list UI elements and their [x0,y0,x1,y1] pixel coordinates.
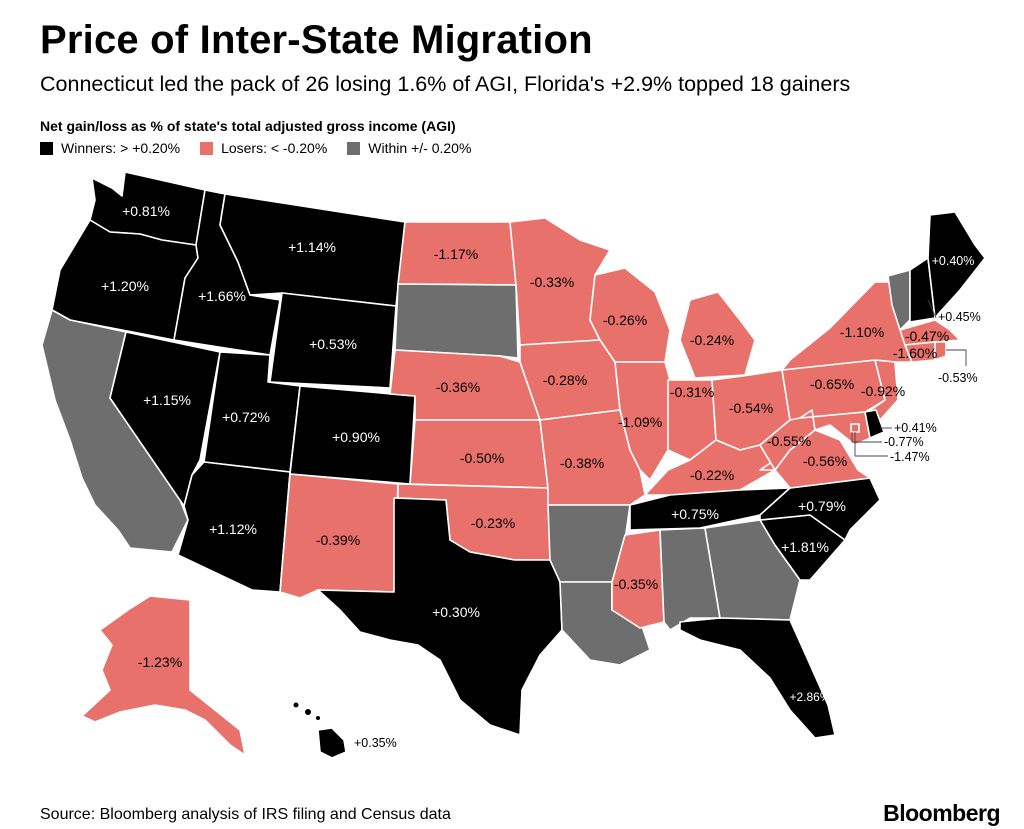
label-ut: +0.72% [222,409,270,425]
label-md: -0.77% [884,435,924,449]
label-ks: -0.50% [460,450,504,466]
legend-item-losers: Losers: < -0.20% [200,140,327,156]
label-de: +0.41% [894,421,937,435]
state-il [614,361,671,481]
label-az: +1.12% [209,521,257,537]
state-mi [679,291,756,379]
label-sc: +1.81% [781,539,829,555]
label-nm: -0.39% [316,532,360,548]
label-in: -0.31% [670,384,714,400]
state-vt [887,269,911,331]
legend-title: Net gain/loss as % of state's total adju… [40,118,456,134]
label-tx: +0.30% [432,604,480,620]
state-nc [759,477,881,541]
label-fl: +2.86% [789,690,830,704]
label-ne: -0.36% [436,379,480,395]
state-fl [679,617,836,739]
label-ny: -1.10% [840,324,884,340]
label-nh: +0.45% [938,310,981,324]
hawaii-island [316,716,320,720]
hawaii-island [305,709,311,715]
legend-label-neutral: Within +/- 0.20% [368,140,472,156]
label-ms: -0.35% [614,576,658,592]
hawaii-island [293,702,299,708]
label-va: -0.56% [803,453,847,469]
label-nc: +0.79% [798,498,846,514]
label-me: +0.40% [932,254,975,268]
label-mn: -0.33% [530,274,574,290]
state-sd [394,283,519,359]
label-wi: -0.26% [603,312,647,328]
label-nv: +1.15% [143,392,191,408]
leader-nh [927,299,937,319]
state-labels: +0.81% +1.20% +1.66% +1.15% +1.14% +0.53… [101,203,974,704]
brand-logo: Bloomberg [883,800,1000,826]
legend: Winners: > +0.20% Losers: < -0.20% Withi… [40,140,491,156]
outside-labels: +0.45% -0.53% +0.41% -0.77% -1.47% +0.35… [354,310,981,750]
state-me [927,211,986,319]
chart-subtitle: Connecticut led the pack of 26 losing 1.… [40,72,851,96]
label-ok: -0.23% [471,515,515,531]
leader-ri [946,349,967,366]
chart-title: Price of Inter-State Migration [40,18,593,62]
state-dc [850,423,860,433]
legend-swatch-neutral [347,141,361,155]
label-wy: +0.53% [309,336,357,352]
leader-dc [854,432,888,457]
legend-item-winners: Winners: > +0.20% [40,140,180,156]
state-hi [317,727,347,759]
state-tx [317,497,563,736]
label-or: +1.20% [101,278,149,294]
legend-label-winners: Winners: > +0.20% [61,140,181,156]
label-nj: -0.92% [861,383,905,399]
state-ak [81,595,246,756]
label-il: -1.09% [618,414,662,430]
legend-swatch-winners [40,141,53,155]
label-mo: -0.38% [560,455,604,471]
label-hi: +0.35% [354,736,397,750]
label-ri: -0.53% [938,371,978,385]
label-wa: +0.81% [122,203,170,219]
legend-label-losers: Losers: < -0.20% [221,140,328,156]
label-co: +0.90% [332,429,380,445]
source-note: Source: Bloomberg analysis of IRS filing… [40,806,451,823]
legend-item-neutral: Within +/- 0.20% [347,140,471,156]
label-ky: -0.22% [690,467,734,483]
label-tn: +0.75% [671,506,719,522]
label-ak: -1.23% [138,654,182,670]
label-ma: -0.47% [905,328,949,344]
label-ia: -0.28% [543,372,587,388]
label-mi: -0.24% [690,332,734,348]
leader-lines [851,299,967,457]
label-wv: -0.55% [767,433,811,449]
label-mt: +1.14% [288,239,336,255]
label-dc: -1.47% [890,450,930,464]
label-nd: -1.17% [434,246,478,262]
label-pa: -0.65% [810,376,854,392]
label-id: +1.66% [198,288,246,304]
label-oh: -0.54% [729,400,773,416]
leader-md [851,432,882,443]
state-ri [934,341,947,361]
legend-swatch-losers [200,141,214,155]
state-de [864,409,885,439]
label-ct: -1.60% [893,345,937,361]
